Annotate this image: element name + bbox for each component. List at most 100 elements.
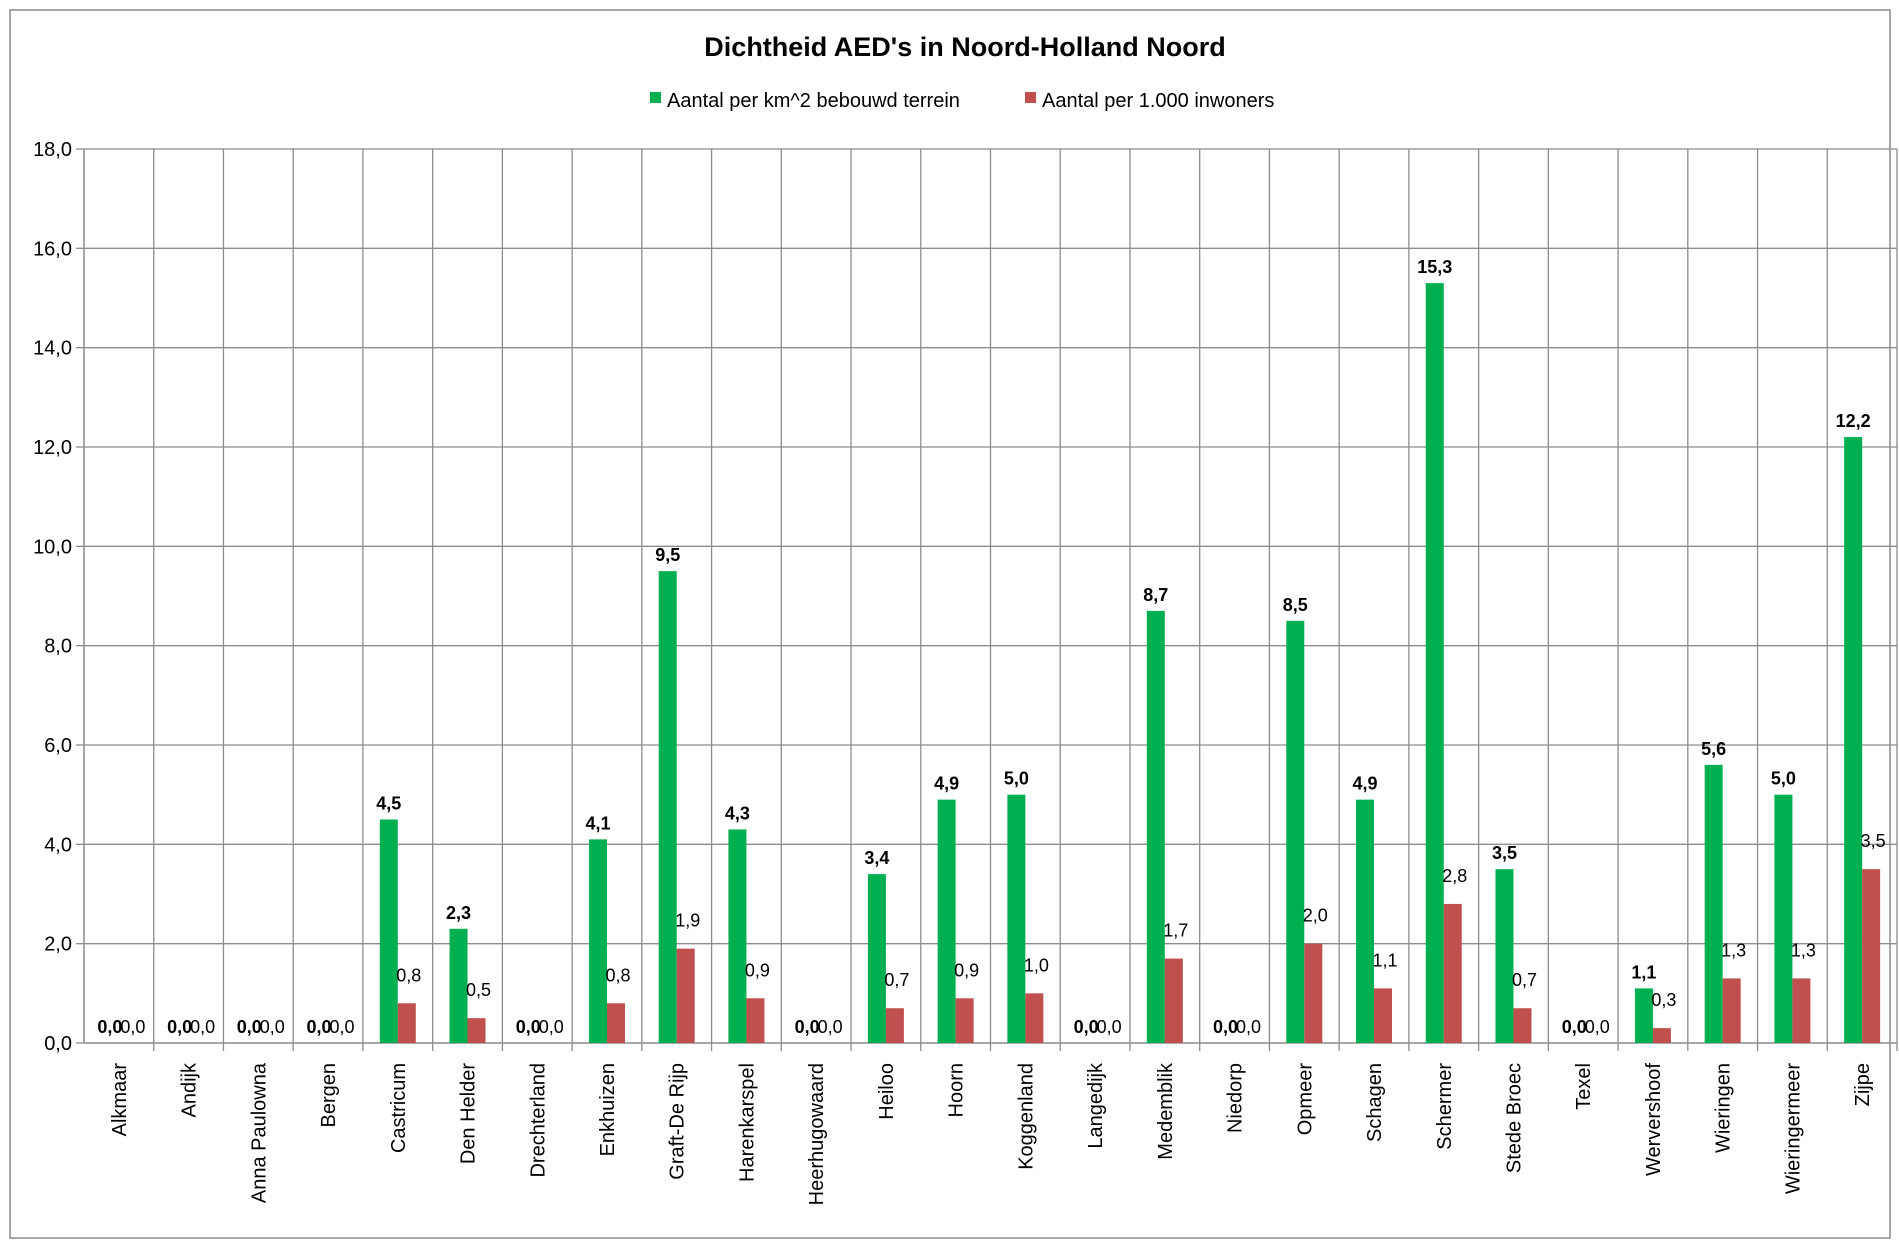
bar-series-1 [1007,794,1026,1043]
bar-series-2 [676,948,695,1043]
y-tick-label: 0,0 [44,1033,72,1055]
bar-series-1 [1495,869,1514,1043]
y-tick-label: 12,0 [33,437,72,459]
bar-series-2 [746,998,765,1043]
chart-border [9,9,1891,1239]
x-category-label: Wervershoof [1643,1063,1665,1176]
bar-series-1 [1425,283,1444,1044]
x-category-label: Wieringen [1713,1063,1735,1153]
bar-series-2 [467,1018,486,1043]
bar-series-1 [728,829,747,1043]
y-tick-label: 4,0 [44,834,72,856]
data-label-series-1: 0,0 [516,1017,541,1037]
bar-series-1 [658,571,677,1043]
data-label-series-2: 0,0 [1585,1017,1610,1037]
data-label-series-2: 0,7 [1512,970,1537,990]
x-category-label: Graft-De Rijp [667,1063,689,1180]
data-label-series-2: 1,3 [1721,940,1746,960]
y-tick-label: 2,0 [44,934,72,956]
bar-series-1 [1774,794,1793,1043]
bar-series-1 [937,799,956,1043]
x-category-label: Drechterland [527,1063,549,1178]
data-label-series-1: 5,0 [1004,769,1029,789]
data-label-series-2: 0,3 [1651,990,1676,1010]
data-label-series-1: 4,9 [934,774,959,794]
bar-series-2 [955,998,974,1043]
y-tick-label: 16,0 [33,238,72,260]
data-label-series-1: 4,1 [585,813,610,833]
bars [379,283,1881,1044]
data-label-series-2: 0,8 [605,965,630,985]
data-label-series-1: 1,1 [1631,962,1656,982]
data-label-series-1: 0,0 [795,1017,820,1037]
data-label-series-1: 5,0 [1771,769,1796,789]
data-label-series-2: 0,0 [539,1017,564,1037]
bar-series-1 [1286,620,1305,1043]
bar-series-2 [885,1008,904,1043]
bar-series-2 [1025,993,1044,1043]
x-category-label: Heiloo [876,1063,898,1120]
legend: Aantal per km^2 bebouwd terrein Aantal p… [650,90,1274,112]
bar-series-1 [1146,610,1165,1043]
data-label-series-2: 0,9 [954,960,979,980]
x-category-label: Niedorp [1225,1063,1247,1133]
data-label-series-2: 1,3 [1791,940,1816,960]
x-category-label: Koggenland [1015,1063,1037,1170]
data-label-series-1: 4,3 [725,803,750,823]
x-category-label: Alkmaar [109,1063,131,1137]
data-label-series-1: 3,5 [1492,843,1517,863]
legend-swatch-series-1 [650,92,661,103]
x-category-label: Texel [1573,1063,1595,1110]
bar-series-1 [1704,764,1723,1043]
data-label-series-2: 0,0 [1097,1017,1122,1037]
x-category-label: Opmeer [1294,1063,1316,1136]
y-tick-label: 14,0 [33,338,72,360]
y-axis-tick-labels: 0,0 2,0 4,0 6,0 8,0 10,0 12,0 14,0 16,0 18,0 [33,139,72,1055]
bar-series-2 [1304,943,1323,1043]
x-category-label: Hoorn [946,1063,968,1117]
bar-series-2 [1792,978,1811,1043]
bar-series-2 [1722,978,1741,1043]
data-label-series-2: 0,0 [330,1017,355,1037]
data-label-series-2: 1,7 [1163,921,1188,941]
bar-series-1 [1356,799,1375,1043]
y-tick-label: 8,0 [44,636,72,658]
x-category-label: Medemblik [1155,1062,1177,1160]
x-category-label: Langedijk [1085,1062,1107,1149]
bar-series-2 [1513,1008,1532,1043]
chart-title: Dichtheid AED's in Noord-Holland Noord [704,32,1225,62]
bar-series-2 [1443,903,1462,1043]
data-label-series-2: 0,9 [745,960,770,980]
x-category-label: Harenkarspel [736,1063,758,1182]
data-label-series-2: 0,0 [120,1017,145,1037]
x-category-label: Castricum [388,1063,410,1153]
x-axis-category-labels: Alkmaar Andijk Anna Paulowna Bergen Castricu… [109,1062,1874,1205]
data-label-series-1: 8,5 [1283,595,1308,615]
data-label-series-2: 1,9 [675,911,700,931]
data-label-series-1: 4,5 [376,794,401,814]
data-labels: 0,00,0 0,00,0 0,00,0 0,00,04,50,82,30,50,00… [97,257,1885,1037]
data-label-series-1: 3,4 [864,848,889,868]
data-label-series-2: 0,7 [884,970,909,990]
bar-series-1 [449,928,468,1043]
bar-series-1 [867,874,886,1043]
data-label-series-1: 9,5 [655,545,680,565]
x-category-label: Bergen [318,1063,340,1128]
bar-series-1 [1634,988,1653,1043]
x-category-label: Stede Broec [1503,1063,1525,1173]
data-label-series-2: 2,0 [1303,906,1328,926]
data-label-series-1: 0,0 [307,1017,332,1037]
x-category-label: Anna Paulowna [248,1062,270,1203]
data-label-series-2: 1,0 [1024,955,1049,975]
bar-series-2 [1862,869,1881,1043]
bar-series-1 [1844,437,1863,1044]
data-label-series-2: 0,0 [190,1017,215,1037]
data-label-series-2: 3,5 [1861,831,1886,851]
bar-series-2 [1374,988,1393,1043]
x-category-label: Schermer [1434,1063,1456,1150]
data-label-series-1: 0,0 [237,1017,262,1037]
x-category-label: Andijk [179,1062,201,1117]
y-tick-label: 18,0 [33,139,72,161]
data-label-series-1: 2,3 [446,903,471,923]
